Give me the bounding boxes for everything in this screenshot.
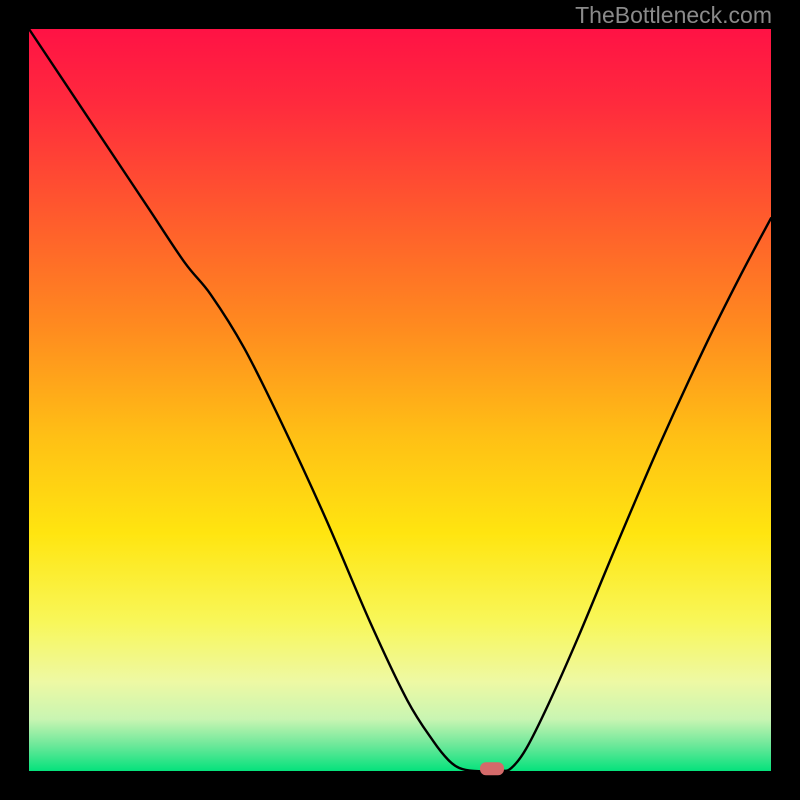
optimal-marker bbox=[480, 762, 504, 775]
gradient-background bbox=[29, 29, 771, 771]
bottleneck-chart bbox=[0, 0, 800, 800]
chart-root: TheBottleneck.com bbox=[0, 0, 800, 800]
watermark-text: TheBottleneck.com bbox=[575, 2, 772, 29]
